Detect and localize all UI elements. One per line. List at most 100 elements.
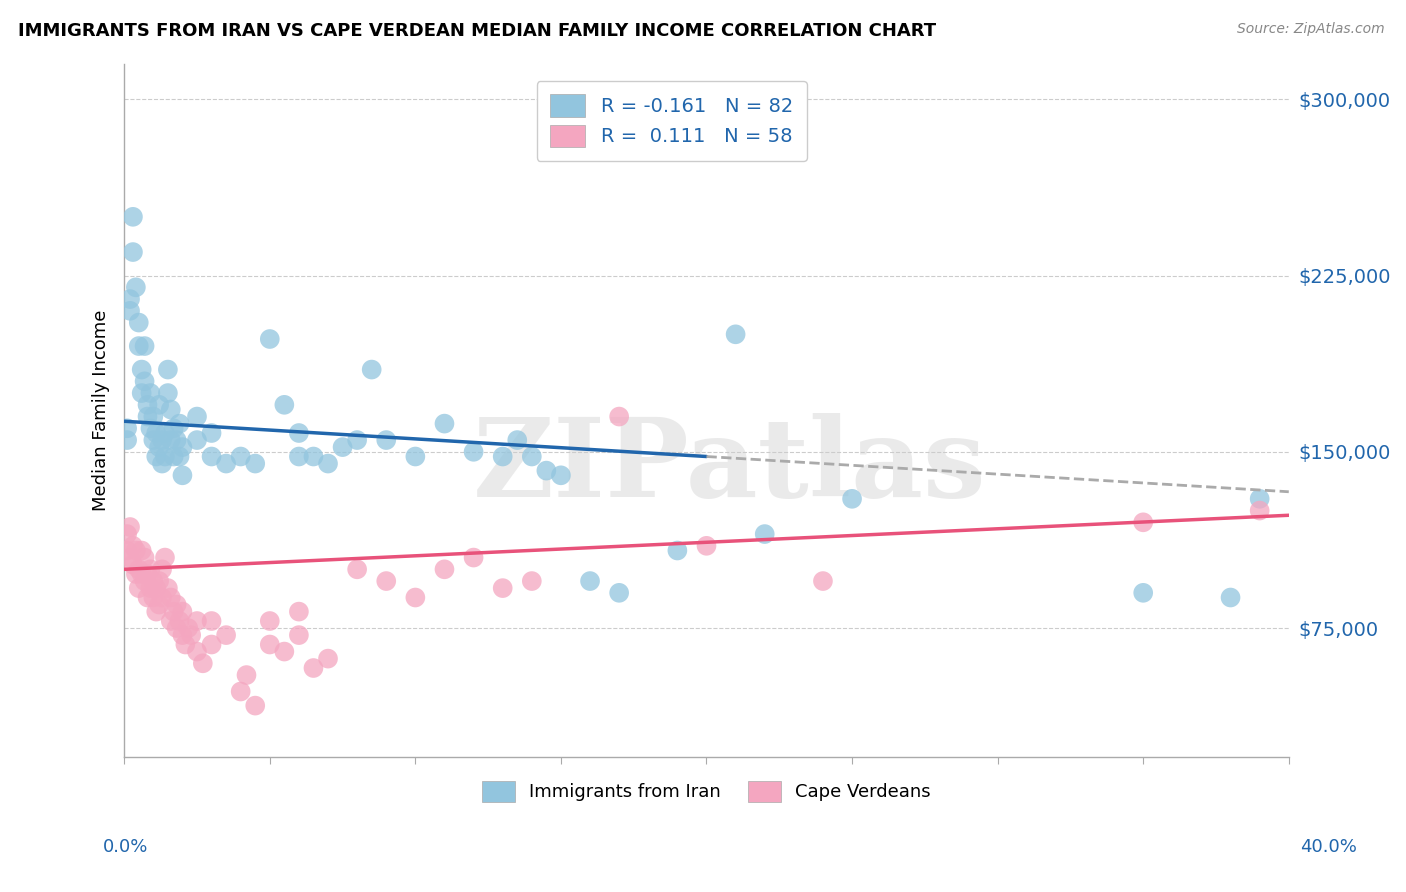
Point [122,558,145,572]
Point [159,402,181,417]
Point [118,292,141,306]
Point [177,621,200,635]
Point [1132,516,1154,530]
Point [200,450,222,464]
Point [118,520,141,534]
Point [150,433,173,447]
Point [200,425,222,440]
Point [139,386,162,401]
Point [245,698,267,713]
Point [142,574,165,588]
Point [145,605,167,619]
Point [163,450,186,464]
Point [159,614,181,628]
Point [172,605,194,619]
Point [492,450,515,464]
Point [841,491,863,506]
Point [142,591,165,605]
Point [156,581,179,595]
Point [724,327,747,342]
Point [145,581,167,595]
Point [122,539,145,553]
Point [346,562,368,576]
Point [163,421,186,435]
Point [148,440,170,454]
Point [200,614,222,628]
Point [125,543,148,558]
Point [169,614,191,628]
Point [166,621,188,635]
Text: 40.0%: 40.0% [1301,838,1357,855]
Point [375,574,398,588]
Point [136,398,159,412]
Point [200,638,222,652]
Point [150,591,173,605]
Point [536,464,558,478]
Point [128,339,150,353]
Point [433,562,456,576]
Point [136,409,159,424]
Point [131,567,153,582]
Point [166,433,188,447]
Point [186,614,208,628]
Point [506,433,529,447]
Point [186,644,208,658]
Point [1249,503,1271,517]
Point [128,316,150,330]
Point [288,605,311,619]
Point [115,543,138,558]
Point [169,450,191,464]
Point [666,543,689,558]
Point [131,386,153,401]
Point [145,425,167,440]
Point [186,433,208,447]
Point [134,574,156,588]
Point [579,574,602,588]
Point [607,409,630,424]
Point [404,450,426,464]
Text: 0.0%: 0.0% [103,838,148,855]
Point [520,450,543,464]
Point [142,433,165,447]
Point [134,374,156,388]
Point [273,644,295,658]
Point [153,450,176,464]
Point [186,409,208,424]
Point [288,425,311,440]
Point [273,398,295,412]
Point [156,362,179,376]
Point [145,450,167,464]
Point [302,661,325,675]
Point [139,581,162,595]
Point [115,421,138,435]
Y-axis label: Median Family Income: Median Family Income [93,310,110,511]
Point [229,450,252,464]
Point [360,362,382,376]
Point [1249,491,1271,506]
Point [163,605,186,619]
Point [148,574,170,588]
Point [131,543,153,558]
Point [229,684,252,698]
Point [332,440,354,454]
Point [122,210,145,224]
Point [148,398,170,412]
Text: IMMIGRANTS FROM IRAN VS CAPE VERDEAN MEDIAN FAMILY INCOME CORRELATION CHART: IMMIGRANTS FROM IRAN VS CAPE VERDEAN MED… [18,22,936,40]
Point [148,598,170,612]
Point [235,668,257,682]
Point [1132,586,1154,600]
Point [136,567,159,582]
Point [375,433,398,447]
Point [404,591,426,605]
Point [128,581,150,595]
Point [316,651,339,665]
Legend: Immigrants from Iran, Cape Verdeans: Immigrants from Iran, Cape Verdeans [474,772,939,811]
Text: Source: ZipAtlas.com: Source: ZipAtlas.com [1237,22,1385,37]
Point [156,386,179,401]
Point [174,638,197,652]
Point [259,638,281,652]
Point [153,425,176,440]
Point [288,450,311,464]
Point [259,332,281,346]
Point [115,527,138,541]
